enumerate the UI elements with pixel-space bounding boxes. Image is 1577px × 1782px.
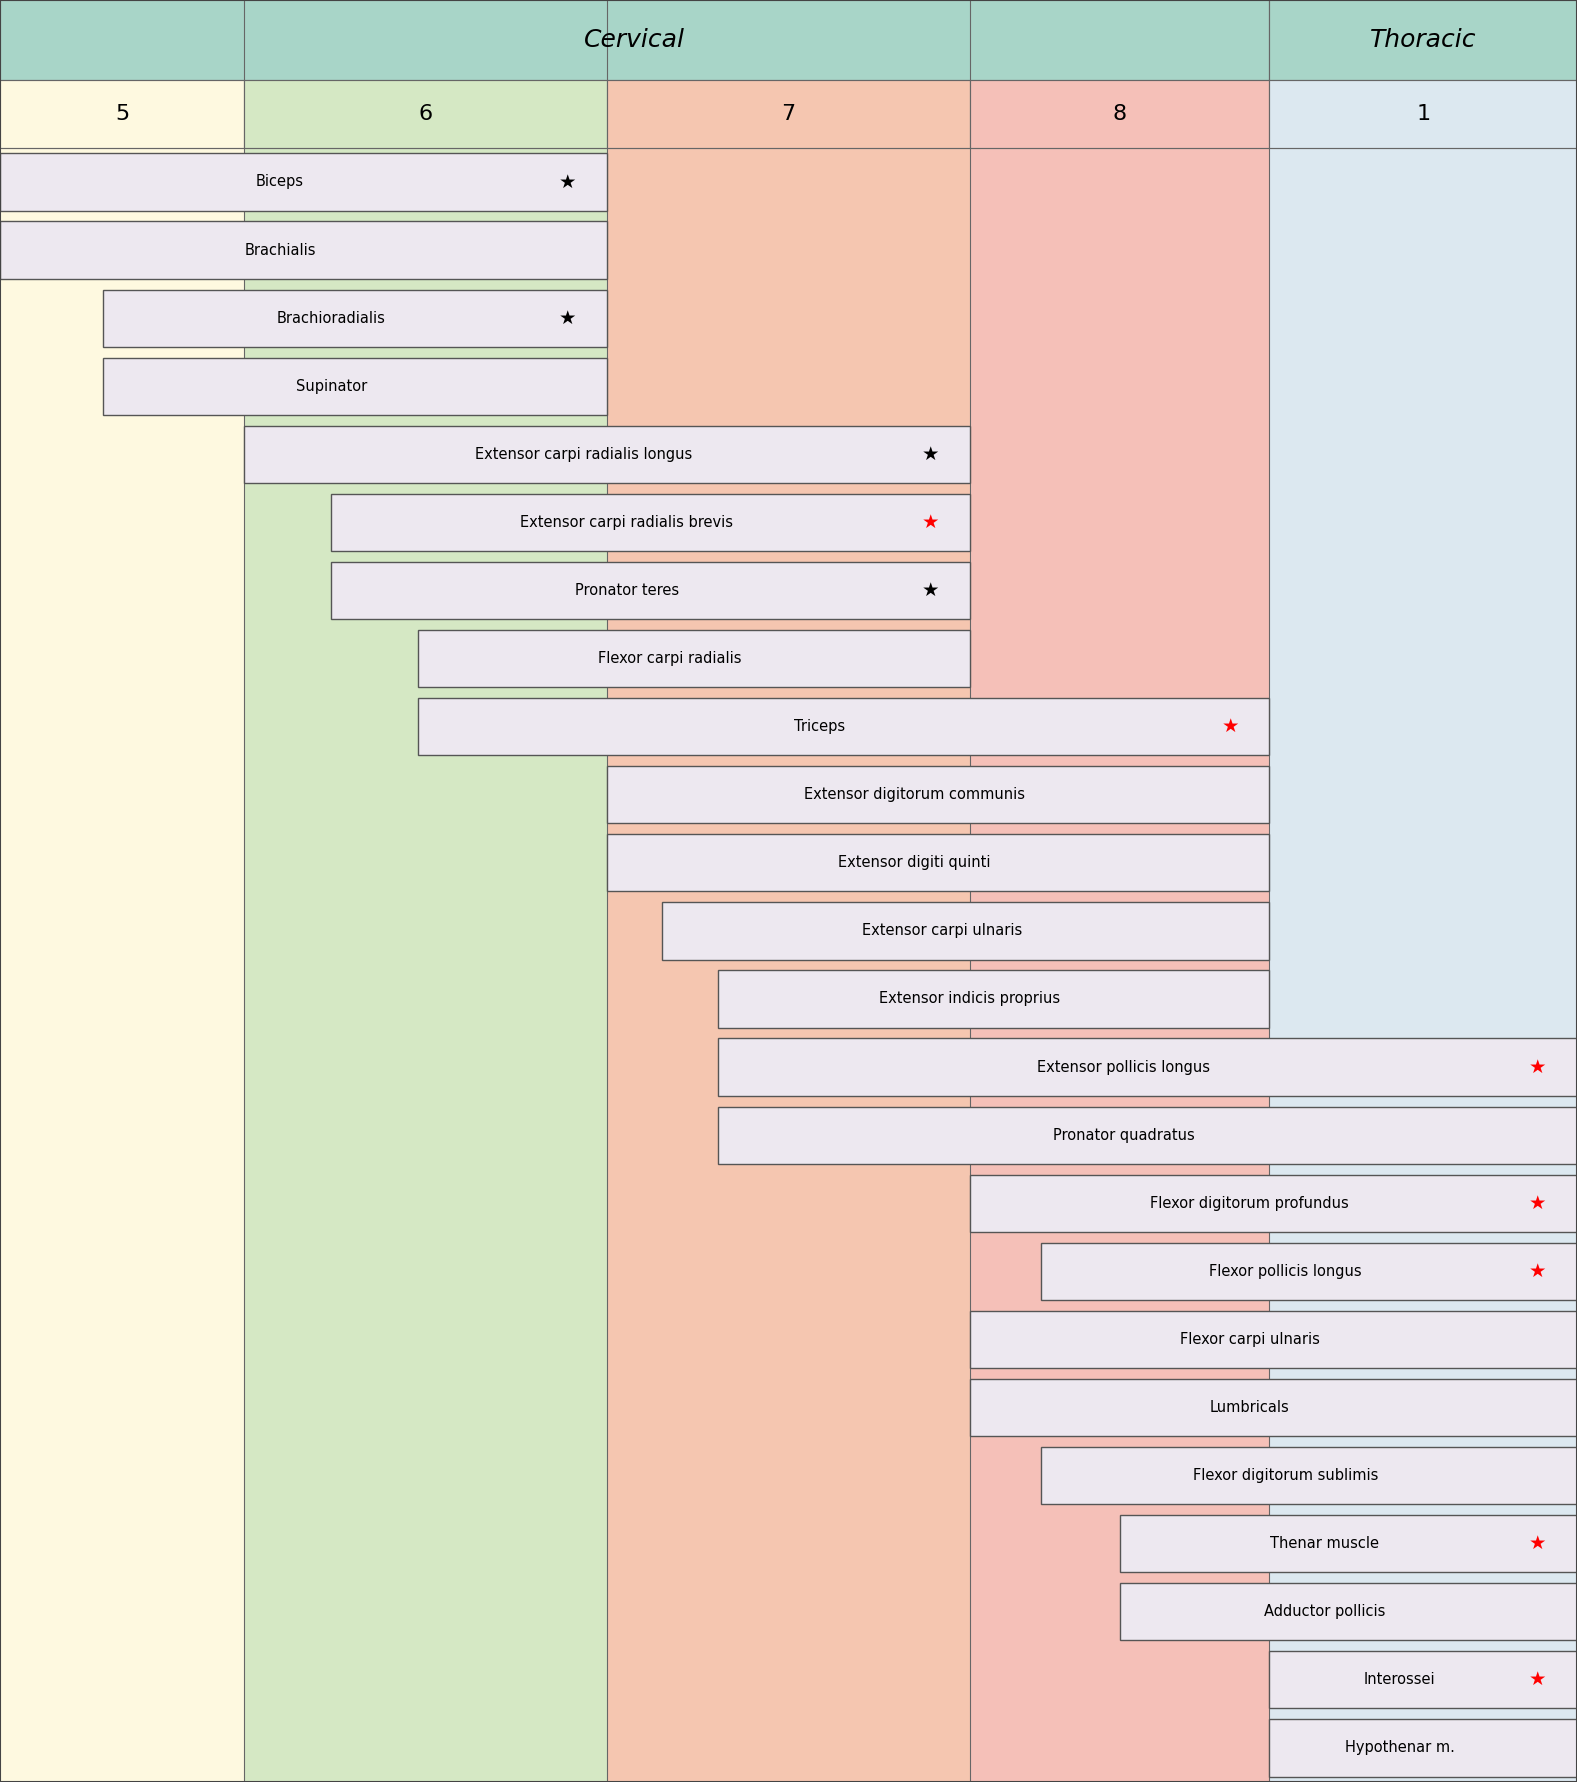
Text: Extensor indicis proprius: Extensor indicis proprius bbox=[880, 991, 1060, 1007]
Text: Flexor pollicis longus: Flexor pollicis longus bbox=[1210, 1263, 1361, 1279]
FancyBboxPatch shape bbox=[331, 494, 970, 551]
Text: Flexor carpi radialis: Flexor carpi radialis bbox=[599, 650, 741, 666]
Text: ★: ★ bbox=[558, 173, 577, 191]
Text: Adductor pollicis: Adductor pollicis bbox=[1265, 1604, 1385, 1620]
Text: 5: 5 bbox=[115, 103, 129, 125]
Text: Extensor carpi ulnaris: Extensor carpi ulnaris bbox=[863, 923, 1022, 939]
FancyBboxPatch shape bbox=[0, 221, 607, 278]
Text: ★: ★ bbox=[1528, 1194, 1547, 1214]
Text: ★: ★ bbox=[1528, 1057, 1547, 1076]
FancyBboxPatch shape bbox=[662, 902, 1269, 959]
FancyBboxPatch shape bbox=[0, 153, 607, 210]
FancyBboxPatch shape bbox=[1269, 80, 1577, 148]
Text: Flexor carpi ulnaris: Flexor carpi ulnaris bbox=[1180, 1331, 1320, 1347]
FancyBboxPatch shape bbox=[1269, 1720, 1577, 1777]
FancyBboxPatch shape bbox=[1041, 1447, 1577, 1504]
FancyBboxPatch shape bbox=[103, 358, 607, 415]
FancyBboxPatch shape bbox=[607, 80, 970, 148]
FancyBboxPatch shape bbox=[1041, 1242, 1577, 1299]
FancyBboxPatch shape bbox=[718, 1107, 1577, 1164]
Text: Flexor digitorum sublimis: Flexor digitorum sublimis bbox=[1192, 1468, 1378, 1483]
FancyBboxPatch shape bbox=[607, 148, 970, 1782]
Text: Pronator quadratus: Pronator quadratus bbox=[1053, 1128, 1194, 1142]
FancyBboxPatch shape bbox=[970, 1174, 1577, 1231]
Text: Triceps: Triceps bbox=[795, 720, 845, 734]
Text: ★: ★ bbox=[558, 308, 577, 328]
FancyBboxPatch shape bbox=[970, 80, 1269, 148]
FancyBboxPatch shape bbox=[718, 971, 1269, 1028]
Text: Extensor carpi radialis brevis: Extensor carpi radialis brevis bbox=[520, 515, 733, 529]
Text: ★: ★ bbox=[921, 581, 940, 601]
FancyBboxPatch shape bbox=[970, 1379, 1577, 1436]
Text: 6: 6 bbox=[419, 103, 432, 125]
Text: Biceps: Biceps bbox=[255, 175, 304, 189]
FancyBboxPatch shape bbox=[418, 631, 970, 688]
FancyBboxPatch shape bbox=[0, 0, 1269, 80]
FancyBboxPatch shape bbox=[607, 766, 1269, 823]
FancyBboxPatch shape bbox=[244, 80, 607, 148]
Text: Supinator: Supinator bbox=[295, 380, 367, 394]
Text: Thoracic: Thoracic bbox=[1370, 29, 1476, 52]
Text: Brachialis: Brachialis bbox=[244, 242, 315, 258]
Text: 1: 1 bbox=[1416, 103, 1430, 125]
Text: Interossei: Interossei bbox=[1364, 1672, 1435, 1688]
Text: Extensor digitorum communis: Extensor digitorum communis bbox=[804, 788, 1025, 802]
Text: ★: ★ bbox=[1528, 1262, 1547, 1281]
FancyBboxPatch shape bbox=[331, 561, 970, 618]
FancyBboxPatch shape bbox=[1120, 1582, 1577, 1641]
Text: Thenar muscle: Thenar muscle bbox=[1269, 1536, 1380, 1550]
Text: Extensor digiti quinti: Extensor digiti quinti bbox=[839, 855, 990, 870]
FancyBboxPatch shape bbox=[418, 699, 1269, 756]
Text: ★: ★ bbox=[921, 446, 940, 463]
FancyBboxPatch shape bbox=[244, 148, 607, 1782]
Text: ★: ★ bbox=[1528, 1534, 1547, 1554]
Text: ★: ★ bbox=[1221, 716, 1240, 736]
FancyBboxPatch shape bbox=[244, 426, 970, 483]
Text: Flexor digitorum profundus: Flexor digitorum profundus bbox=[1150, 1196, 1350, 1210]
Text: Pronator teres: Pronator teres bbox=[574, 583, 680, 599]
FancyBboxPatch shape bbox=[1269, 1652, 1577, 1709]
FancyBboxPatch shape bbox=[607, 834, 1269, 891]
FancyBboxPatch shape bbox=[0, 80, 244, 148]
Text: Cervical: Cervical bbox=[583, 29, 686, 52]
Text: Lumbricals: Lumbricals bbox=[1210, 1401, 1290, 1415]
FancyBboxPatch shape bbox=[0, 148, 244, 1782]
Text: Brachioradialis: Brachioradialis bbox=[276, 310, 386, 326]
FancyBboxPatch shape bbox=[1269, 0, 1577, 80]
Text: 8: 8 bbox=[1113, 103, 1126, 125]
Text: Hypothenar m.: Hypothenar m. bbox=[1345, 1741, 1454, 1755]
FancyBboxPatch shape bbox=[1269, 148, 1577, 1782]
FancyBboxPatch shape bbox=[970, 148, 1269, 1782]
FancyBboxPatch shape bbox=[1120, 1515, 1577, 1572]
Text: 7: 7 bbox=[782, 103, 795, 125]
Text: Extensor pollicis longus: Extensor pollicis longus bbox=[1038, 1060, 1210, 1075]
Text: ★: ★ bbox=[1528, 1670, 1547, 1689]
FancyBboxPatch shape bbox=[970, 1312, 1577, 1369]
FancyBboxPatch shape bbox=[103, 289, 607, 347]
Text: Extensor carpi radialis longus: Extensor carpi radialis longus bbox=[475, 447, 692, 462]
FancyBboxPatch shape bbox=[718, 1039, 1577, 1096]
Text: ★: ★ bbox=[921, 513, 940, 531]
